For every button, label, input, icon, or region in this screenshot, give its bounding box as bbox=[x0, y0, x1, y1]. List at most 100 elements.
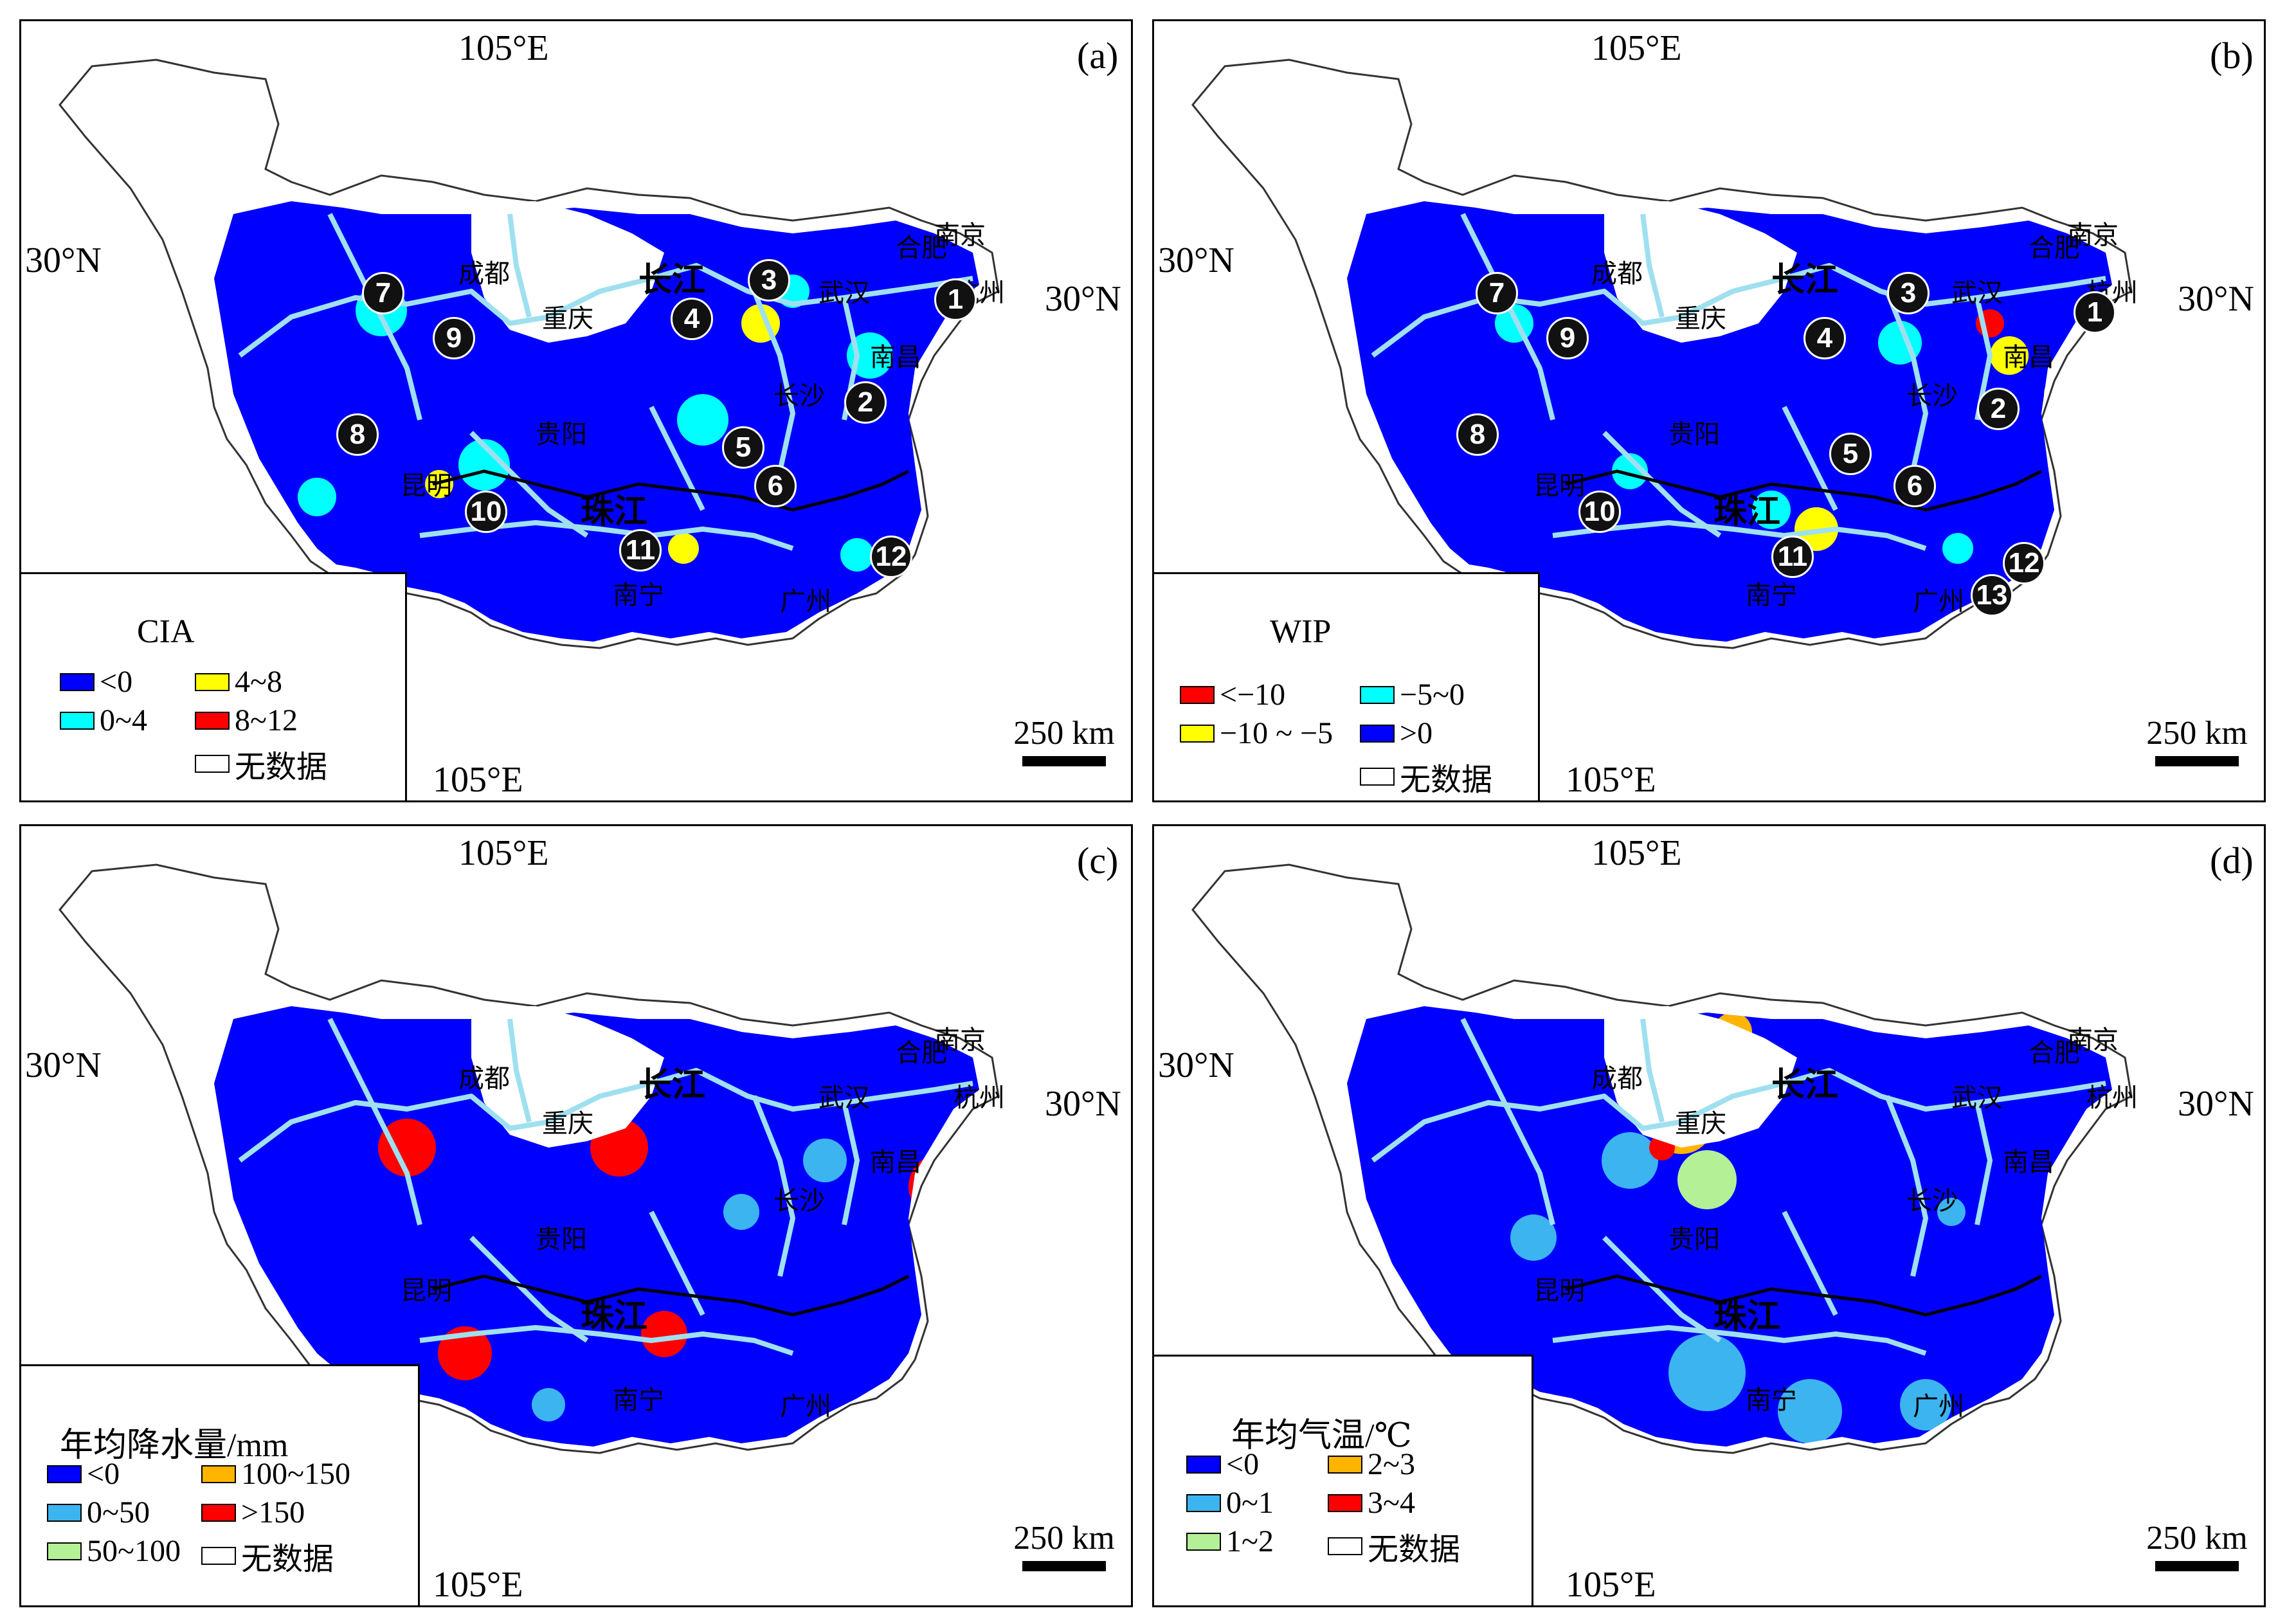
legend-item: 8~12 bbox=[195, 703, 298, 738]
river-line bbox=[1371, 1068, 2106, 1163]
scale-bar: 250 km bbox=[2139, 714, 2255, 766]
site-marker-3: 3 bbox=[748, 259, 790, 302]
no-data-area bbox=[471, 201, 664, 343]
city-label-8: 贵阳 bbox=[536, 1225, 587, 1254]
site-marker-4: 4 bbox=[671, 298, 713, 340]
city-label-5: 武汉 bbox=[1951, 1083, 2003, 1113]
river-line bbox=[238, 1068, 973, 1163]
anomaly-patch bbox=[378, 1119, 436, 1177]
river-line bbox=[507, 213, 532, 318]
longitude-top-label: 105°E bbox=[1591, 833, 1682, 873]
site-marker-11: 11 bbox=[1771, 536, 1814, 578]
river-line bbox=[1460, 1018, 1555, 1225]
river-name-label: 长江 bbox=[1771, 261, 1839, 300]
site-marker-8: 8 bbox=[1456, 413, 1499, 456]
river-line bbox=[1602, 1236, 1722, 1343]
no-data-area bbox=[471, 1006, 664, 1148]
anomaly-patch bbox=[1677, 1150, 1737, 1209]
city-label-3: 成都 bbox=[1591, 1064, 1643, 1094]
river-line bbox=[1640, 213, 1665, 318]
city-label-9: 昆明 bbox=[1533, 1276, 1585, 1306]
city-label-0: 合肥 bbox=[2029, 1038, 2080, 1068]
river-line bbox=[1885, 290, 1928, 472]
map-svg bbox=[59, 863, 1000, 1454]
city-label-9: 昆明 bbox=[401, 471, 452, 501]
city-label-4: 重庆 bbox=[1675, 304, 1726, 334]
anomaly-patch bbox=[1510, 1214, 1557, 1261]
legend-item-label: 3~4 bbox=[1368, 1486, 1415, 1520]
city-label-5: 武汉 bbox=[1951, 278, 2003, 308]
legend-box: CIA <0 4~8 0~4 8~12 无数据 bbox=[21, 572, 407, 800]
river-line bbox=[1975, 1102, 1993, 1225]
longitude-top-label: 105°E bbox=[1591, 28, 1682, 68]
legend-item-label: 无数据 bbox=[1400, 763, 1493, 797]
legend-swatch bbox=[201, 1465, 236, 1483]
panel-label: (b) bbox=[2210, 35, 2254, 77]
site-marker-4: 4 bbox=[1803, 317, 1846, 359]
site-marker-5: 5 bbox=[722, 426, 764, 469]
anomaly-patch bbox=[1778, 1379, 1842, 1443]
legend-swatch bbox=[1180, 685, 1215, 704]
site-marker-1: 1 bbox=[2074, 291, 2116, 334]
site-marker-8: 8 bbox=[336, 413, 379, 456]
city-label-9: 昆明 bbox=[1533, 471, 1585, 501]
basin-fill bbox=[214, 1006, 979, 1447]
basin-divide-line bbox=[1565, 469, 2043, 512]
legend-item: 1~2 bbox=[1186, 1524, 1274, 1559]
scale-bar-label: 250 km bbox=[1013, 1520, 1115, 1556]
legend-swatch bbox=[1328, 1455, 1362, 1474]
site-marker-11: 11 bbox=[619, 529, 662, 572]
scale-bar-label: 250 km bbox=[2146, 715, 2248, 752]
city-label-8: 贵阳 bbox=[1668, 1225, 1720, 1254]
city-label-3: 成都 bbox=[458, 259, 510, 289]
anomaly-patch bbox=[641, 1311, 687, 1357]
legend-swatch bbox=[1328, 1537, 1362, 1555]
latitude-right-label: 30°N bbox=[2178, 1084, 2254, 1124]
panel-label: (c) bbox=[1077, 840, 1119, 881]
legend-item-label: 无数据 bbox=[235, 750, 328, 784]
latitude-right-label: 30°N bbox=[1045, 279, 1121, 319]
legend-swatch bbox=[60, 711, 95, 730]
anomaly-patch bbox=[1602, 1132, 1658, 1189]
scale-bar-line bbox=[2155, 756, 2239, 766]
legend-item-label: 1~2 bbox=[1226, 1524, 1274, 1558]
legend-item-label: >0 bbox=[1400, 716, 1433, 750]
legend-item: <0 bbox=[1186, 1447, 1259, 1482]
site-marker-12: 12 bbox=[870, 536, 912, 578]
legend-item-label: 无数据 bbox=[241, 1542, 334, 1576]
city-label-6: 南昌 bbox=[2003, 1148, 2054, 1177]
scale-bar-label: 250 km bbox=[1013, 715, 1115, 752]
city-label-4: 重庆 bbox=[1675, 1109, 1726, 1139]
longitude-bottom-label: 105°E bbox=[1566, 760, 1656, 800]
city-label-1: 南京 bbox=[2067, 1025, 2119, 1055]
legend-item-label: <0 bbox=[100, 665, 133, 699]
legend-item: 无数据 bbox=[201, 1533, 334, 1578]
city-label-3: 成都 bbox=[458, 1064, 510, 1094]
river-line bbox=[1640, 1018, 1665, 1123]
city-label-2: 杭州 bbox=[2086, 1083, 2138, 1113]
legend-item: 无数据 bbox=[1328, 1524, 1460, 1569]
city-label-3: 成都 bbox=[1591, 259, 1643, 289]
legend-swatch bbox=[1328, 1493, 1362, 1512]
river-line bbox=[752, 1095, 795, 1277]
no-data-area bbox=[1604, 1006, 1797, 1148]
longitude-bottom-label: 105°E bbox=[433, 1565, 523, 1605]
anomaly-patch bbox=[2086, 349, 2112, 388]
river-line bbox=[1552, 520, 1927, 551]
river-line bbox=[842, 1102, 860, 1225]
river-name-label: 珠江 bbox=[1713, 1297, 1781, 1336]
site-marker-10: 10 bbox=[465, 491, 507, 533]
river-line bbox=[327, 1018, 422, 1225]
site-marker-1: 1 bbox=[934, 278, 977, 321]
legend-item: 3~4 bbox=[1328, 1485, 1415, 1520]
anomaly-patch bbox=[723, 1194, 759, 1230]
city-label-5: 武汉 bbox=[818, 278, 870, 308]
city-label-0: 合肥 bbox=[896, 233, 947, 263]
legend-item-label: 2~3 bbox=[1368, 1447, 1415, 1481]
legend-item-label: <0 bbox=[1226, 1447, 1260, 1481]
anomaly-patch bbox=[438, 1326, 492, 1380]
city-label-10: 南宁 bbox=[1746, 1385, 1797, 1415]
site-marker-10: 10 bbox=[1578, 491, 1621, 533]
river-line bbox=[419, 1325, 794, 1356]
site-marker-6: 6 bbox=[754, 465, 797, 507]
